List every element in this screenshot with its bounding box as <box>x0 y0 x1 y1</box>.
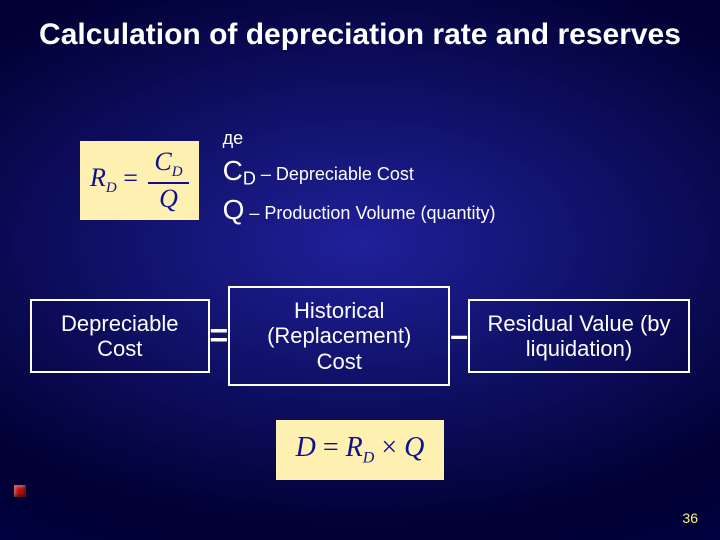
formula2-wrap: D = RD × Q <box>0 420 720 480</box>
def-line-1: CD – Depreciable Cost <box>223 155 496 190</box>
formula-num-sub: D <box>172 164 183 180</box>
f2-r-sub: D <box>363 450 375 467</box>
def2-rest: – Production Volume (quantity) <box>244 203 495 223</box>
term-historical-cost: Historical (Replacement) Cost <box>228 286 450 386</box>
f2-eq: = <box>316 432 346 463</box>
where-label: де <box>223 128 496 149</box>
formula-box-depreciation: D = RD × Q <box>276 420 445 480</box>
def-line-2: Q – Production Volume (quantity) <box>223 194 496 229</box>
formula-eq: = <box>123 163 144 192</box>
page-number: 36 <box>682 510 698 526</box>
definitions-row: RD = CD Q де CD – Depreciable Cost Q – P… <box>80 128 496 232</box>
def1-rest: – Depreciable Cost <box>256 164 414 184</box>
f2-times: × <box>374 432 404 463</box>
f2-q: Q <box>404 432 424 463</box>
f2-lhs: D <box>296 432 316 463</box>
equation-row: Depreciable Cost = Historical (Replaceme… <box>30 286 690 386</box>
term-depreciable-cost: Depreciable Cost <box>30 299 210 374</box>
operator-equals: = <box>210 317 229 354</box>
formula-lhs-main: R <box>90 163 106 192</box>
term-residual-value: Residual Value (by liquidation) <box>468 299 690 374</box>
def1-symbol: C <box>223 155 243 186</box>
formula-box-rate: RD = CD Q <box>80 141 199 220</box>
def1-sub: D <box>243 169 256 189</box>
operator-minus: – <box>450 317 468 354</box>
formula-lhs-sub: D <box>106 180 117 196</box>
bullet-icon <box>14 485 26 497</box>
f2-r: R <box>346 432 363 463</box>
definitions-text: де CD – Depreciable Cost Q – Production … <box>223 128 496 232</box>
slide-title: Calculation of depreciation rate and res… <box>0 0 720 53</box>
slide: Calculation of depreciation rate and res… <box>0 0 720 540</box>
formula-num-main: C <box>154 147 171 176</box>
def2-symbol: Q <box>223 194 245 225</box>
formula-den: Q <box>148 184 188 214</box>
